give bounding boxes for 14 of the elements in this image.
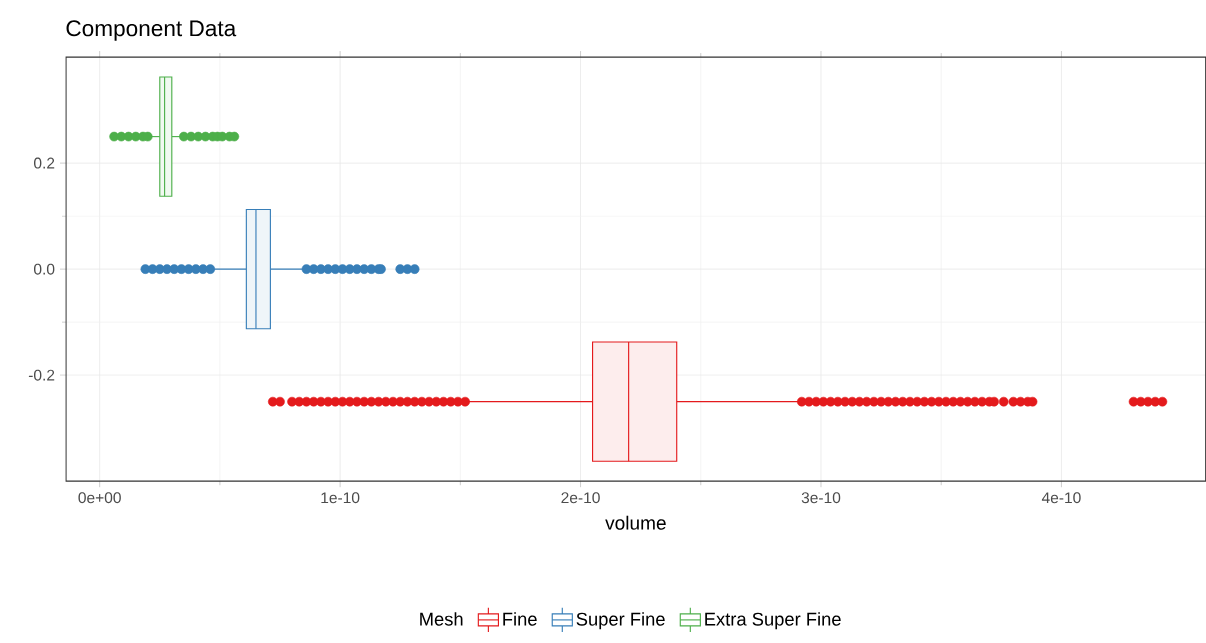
x-axis-title: volume [605,515,666,530]
x-tick-label: 3e-10 [801,492,841,504]
chart-title: Component Data [66,20,237,41]
x-tick-label: 4e-10 [1041,492,1081,504]
legend-label: Super Fine [576,612,665,630]
y-tick-label: 0.2 [33,157,55,169]
legend-title: Mesh [420,612,463,626]
x-tick-label: 0e+00 [78,492,121,504]
legend-label: Fine [503,612,537,626]
y-tick-label: 0.0 [33,263,55,275]
x-tick-label: 2e-10 [561,492,600,504]
legend-label: Extra Super Fine [705,612,841,630]
y-tick-label: -0.2 [28,369,55,381]
x-tick-label: 1e-10 [321,492,360,504]
